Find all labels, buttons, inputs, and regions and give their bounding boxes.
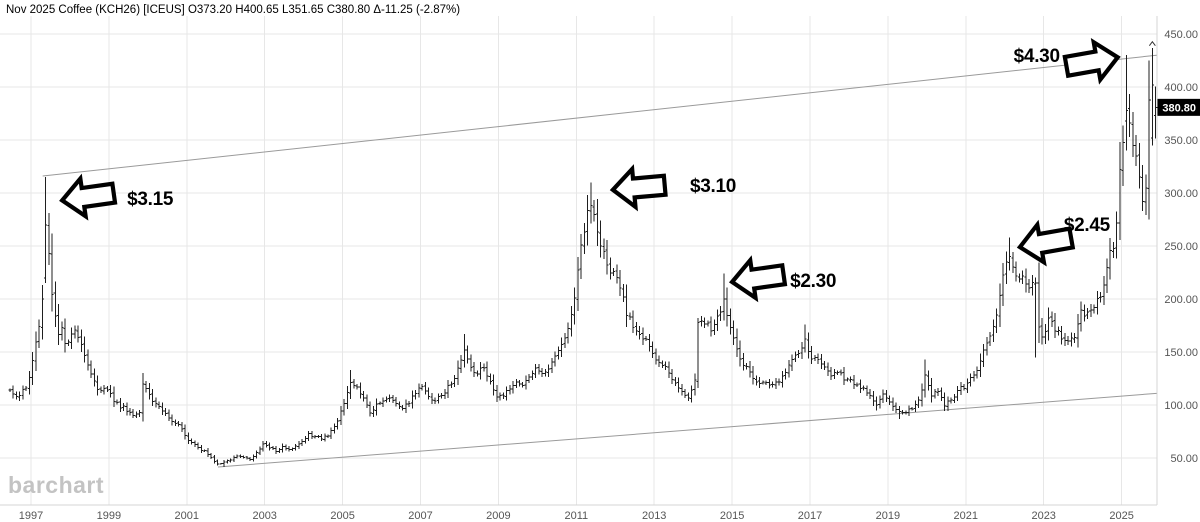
y-tick-label: 150.00 bbox=[1164, 347, 1198, 359]
y-tick-label: 450.00 bbox=[1164, 29, 1198, 41]
x-tick-label: 2009 bbox=[486, 510, 510, 522]
x-axis-labels[interactable]: 1997 1999 2001 2003 2005 2007 2009 2011 2013 2015… bbox=[19, 510, 1134, 522]
x-tick-label: 2017 bbox=[798, 510, 822, 522]
x-tick-label: 1997 bbox=[19, 510, 43, 522]
annotation-label: $4.30 bbox=[1013, 46, 1060, 68]
annotation-arrow-left bbox=[609, 164, 668, 212]
y-axis-labels[interactable]: 450.00 400.00 350.00 300.00 250.00 200.00 150.… bbox=[1164, 29, 1198, 465]
x-tick-label: 2013 bbox=[642, 510, 666, 522]
x-tick-label: 2021 bbox=[954, 510, 978, 522]
annotation-arrow-left bbox=[59, 173, 118, 221]
annotation-arrow-left bbox=[728, 255, 788, 303]
high-caret-marker bbox=[1148, 40, 1156, 46]
trendline-upper[interactable] bbox=[42, 54, 1157, 177]
chart-title: Nov 2025 Coffee (KCH26) [ICEUS] O373.20 … bbox=[6, 4, 461, 16]
annotation-label: $3.10 bbox=[689, 175, 737, 197]
x-tick-label: 2023 bbox=[1031, 510, 1055, 522]
annotation-arrows bbox=[59, 37, 1121, 303]
x-tick-label: 2019 bbox=[876, 510, 900, 522]
x-tick-label: 2001 bbox=[175, 510, 199, 522]
annotation-arrow-right bbox=[1062, 37, 1121, 85]
trendline-lower[interactable] bbox=[217, 392, 1157, 468]
price-bars[interactable] bbox=[8, 47, 1158, 467]
x-tick-label: 2007 bbox=[408, 510, 432, 522]
x-tick-label: 2015 bbox=[720, 510, 744, 522]
y-tick-label: 200.00 bbox=[1164, 294, 1198, 306]
annotation-label: $2.45 bbox=[1063, 214, 1110, 236]
last-price-label: 380.80 bbox=[1162, 102, 1196, 114]
x-tick-label: 2003 bbox=[252, 510, 276, 522]
plot-border bbox=[0, 16, 1158, 506]
y-tick-label: 50.00 bbox=[1170, 453, 1198, 465]
x-tick-label: 2025 bbox=[1109, 510, 1133, 522]
x-tick-label: 2011 bbox=[564, 510, 588, 522]
last-price-badge: 380.80 bbox=[1157, 98, 1200, 116]
barchart-logo: barchart bbox=[8, 472, 105, 498]
y-tick-label: 250.00 bbox=[1164, 241, 1198, 253]
x-tick-label: 2005 bbox=[330, 510, 354, 522]
y-tick-label: 400.00 bbox=[1164, 82, 1198, 94]
annotation-label: $3.15 bbox=[127, 189, 174, 211]
annotation-arrow-left bbox=[1016, 219, 1076, 267]
y-tick-label: 300.00 bbox=[1164, 188, 1198, 200]
y-tick-label: 100.00 bbox=[1164, 400, 1198, 412]
gridlines bbox=[0, 16, 1157, 505]
y-tick-label: 350.00 bbox=[1164, 135, 1198, 147]
annotation-label: $2.30 bbox=[790, 271, 837, 293]
x-tick-label: 1999 bbox=[97, 510, 121, 522]
